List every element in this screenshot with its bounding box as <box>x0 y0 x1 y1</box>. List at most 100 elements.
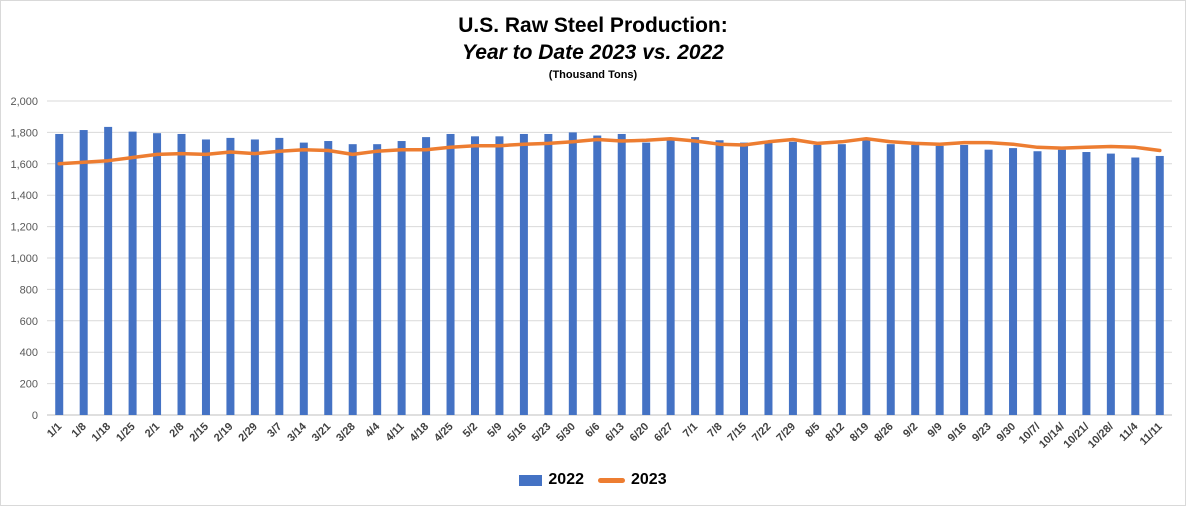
x-tick-label: 2/15 <box>187 421 211 445</box>
bar-2022 <box>153 133 162 415</box>
bars-2022 <box>55 126 1164 416</box>
y-tick-label: 1,600 <box>10 159 38 171</box>
bar-2022 <box>422 137 431 416</box>
y-tick-label: 800 <box>20 284 38 296</box>
legend-item-2022: 2022 <box>519 471 584 489</box>
x-tick-label: 3/7 <box>265 421 284 440</box>
x-tick-label: 5/9 <box>485 421 504 440</box>
bar-2022 <box>177 133 186 415</box>
legend-swatch-2022 <box>519 474 543 486</box>
bar-2022 <box>544 133 553 415</box>
bar-2022 <box>104 126 113 415</box>
bar-2022 <box>1057 149 1066 416</box>
bar-2022 <box>984 149 993 416</box>
bar-2022 <box>470 136 479 415</box>
x-tick-label: 10/14/ <box>1037 421 1067 451</box>
bar-2022 <box>935 145 944 415</box>
gridlines <box>47 100 1172 416</box>
bar-2022 <box>1009 148 1018 415</box>
bar-2022 <box>642 142 651 416</box>
bar-2022 <box>960 144 969 415</box>
x-tick-label: 3/14 <box>285 420 309 444</box>
bar-2022 <box>128 131 137 416</box>
bar-2022 <box>1155 155 1164 415</box>
x-tick-label: 9/30 <box>995 421 1019 445</box>
legend-label-2023: 2023 <box>631 471 667 488</box>
x-tick-label: 2/19 <box>212 421 236 445</box>
bar-2022 <box>911 144 920 415</box>
x-tick-label: 7/15 <box>725 421 749 445</box>
bar-2022 <box>275 137 284 415</box>
x-tick-label: 4/4 <box>363 420 383 440</box>
bar-2022 <box>226 137 235 415</box>
x-tick-label: 5/30 <box>554 421 578 445</box>
bar-2022 <box>764 142 773 416</box>
bar-2022 <box>79 130 88 416</box>
bar-2022 <box>813 144 822 415</box>
bar-2022 <box>55 133 64 415</box>
x-tick-label: 2/1 <box>143 421 162 440</box>
bar-2022 <box>691 137 700 416</box>
x-tick-label: 8/26 <box>872 421 896 445</box>
bar-2022 <box>446 133 455 415</box>
legend-label-2022: 2022 <box>548 471 584 488</box>
x-tick-label: 4/25 <box>432 421 456 445</box>
bar-2022 <box>1082 152 1091 415</box>
x-tick-label: 3/21 <box>310 421 334 445</box>
bar-2022 <box>348 144 357 416</box>
chart-title: U.S. Raw Steel Production: <box>458 14 728 37</box>
bar-2022 <box>495 136 504 415</box>
bar-2022 <box>519 133 528 415</box>
x-tick-label: 7/29 <box>774 421 798 445</box>
y-tick-label: 1,400 <box>10 190 38 202</box>
x-tick-label: 6/13 <box>603 421 627 445</box>
series-line-2023 <box>57 136 1162 166</box>
bar-2022 <box>617 133 626 415</box>
x-tick-label: 2/8 <box>167 421 186 440</box>
x-tick-label: 9/9 <box>925 421 944 440</box>
legend-item-2023: 2023 <box>598 471 667 489</box>
bar-2022 <box>299 142 308 416</box>
x-tick-label: 9/23 <box>970 421 994 445</box>
y-tick-label: 1,800 <box>10 127 38 139</box>
x-tick-label: 6/6 <box>583 421 602 440</box>
bar-2022 <box>568 132 577 415</box>
bar-2022 <box>1131 157 1140 415</box>
x-tick-label: 10/28/ <box>1086 421 1116 451</box>
x-tick-label: 1/8 <box>70 421 89 440</box>
y-tick-label: 400 <box>20 347 38 359</box>
bar-2022 <box>666 140 675 415</box>
x-tick-label: 11/11 <box>1138 421 1165 448</box>
bar-2022 <box>740 142 749 416</box>
chart-unit-note: (Thousand Tons) <box>548 69 638 81</box>
x-tick-label: 8/19 <box>848 421 872 445</box>
bar-2022 <box>886 144 895 416</box>
chart-subtitle: Year to Date 2023 vs. 2022 <box>462 41 724 64</box>
x-tick-label: 8/5 <box>803 421 822 440</box>
line-2023 <box>57 136 1162 166</box>
bar-2022 <box>397 141 406 415</box>
x-tick-label: 7/1 <box>681 421 700 440</box>
x-tick-label: 9/16 <box>946 421 970 445</box>
x-tick-label: 7/8 <box>705 421 724 440</box>
x-tick-label: 6/27 <box>652 421 676 445</box>
bar-2022 <box>837 144 846 416</box>
y-tick-label: 0 <box>32 410 38 422</box>
bar-2022 <box>593 135 602 416</box>
y-tick-label: 1,000 <box>10 253 38 265</box>
legend-swatch-2023 <box>598 477 625 483</box>
x-tick-label: 7/22 <box>750 421 774 445</box>
y-tick-label: 200 <box>20 379 38 391</box>
bar-2022 <box>788 141 797 415</box>
x-tick-label: 5/16 <box>505 421 529 445</box>
bar-2022 <box>250 139 259 415</box>
legend: 2022 2023 <box>0 471 1186 489</box>
x-tick-label: 8/12 <box>823 421 847 445</box>
y-tick-label: 1,200 <box>10 222 38 234</box>
x-tick-label: 1/18 <box>90 421 114 445</box>
bar-2022 <box>715 140 724 415</box>
x-tick-label: 1/1 <box>45 421 64 440</box>
y-axis: 0 200 400 600 800 1,000 1,200 1,400 1,600 1,800 2,… <box>10 96 38 422</box>
x-tick-label: 10/21/ <box>1061 421 1091 451</box>
